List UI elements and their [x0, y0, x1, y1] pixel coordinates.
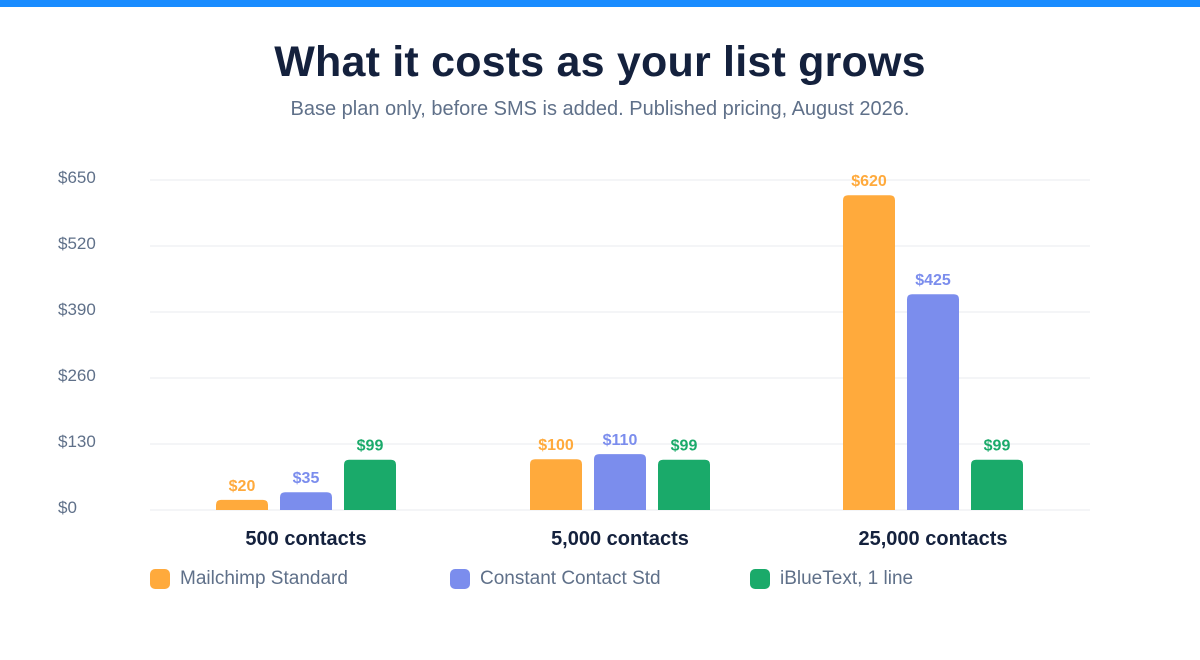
bar-value-label: $99	[984, 438, 1011, 455]
legend-swatch-ibluetext	[750, 569, 770, 589]
bar-value-label: $620	[851, 173, 887, 190]
bar	[843, 195, 895, 510]
chart-title: What it costs as your list grows	[274, 38, 926, 86]
bar-value-label: $35	[293, 470, 320, 487]
bar-value-label: $20	[229, 478, 256, 495]
bar	[594, 454, 646, 510]
legend-label-ibluetext: iBlueText, 1 line	[780, 568, 914, 589]
y-tick-label: $520	[58, 234, 96, 253]
legend-item-mailchimp: Mailchimp Standard	[150, 568, 348, 590]
bar	[658, 459, 710, 510]
legend-swatch-mailchimp	[150, 569, 170, 589]
x-category-label: 25,000 contacts	[859, 528, 1008, 550]
bar-value-label: $100	[538, 437, 574, 454]
legend-item-constant-contact: Constant Contact Std	[450, 568, 661, 590]
bar	[530, 459, 582, 510]
bar	[971, 459, 1023, 510]
bar-value-label: $110	[603, 432, 638, 449]
bar-value-label: $99	[671, 438, 698, 455]
bar	[216, 499, 268, 510]
x-category-label: 5,000 contacts	[551, 528, 689, 550]
y-tick-label: $130	[58, 432, 96, 451]
y-tick-label: $390	[58, 300, 96, 319]
bar	[344, 459, 396, 510]
top-accent-bar	[0, 0, 1200, 7]
y-tick-label: $260	[58, 366, 96, 385]
bar	[280, 492, 332, 510]
chart-legend: Mailchimp Standard Constant Contact Std …	[150, 568, 1150, 598]
legend-label-mailchimp: Mailchimp Standard	[180, 568, 348, 589]
y-tick-label: $0	[58, 498, 77, 517]
bar-value-label: $425	[915, 272, 951, 289]
legend-item-ibluetext: iBlueText, 1 line	[750, 568, 913, 590]
bar	[907, 294, 959, 510]
bar-value-label: $99	[357, 438, 384, 455]
legend-label-constant-contact: Constant Contact Std	[480, 568, 661, 589]
y-tick-label: $650	[58, 168, 96, 187]
x-category-label: 500 contacts	[245, 528, 366, 550]
legend-swatch-constant-contact	[450, 569, 470, 589]
chart-subtitle: Base plan only, before SMS is added. Pub…	[290, 98, 910, 120]
